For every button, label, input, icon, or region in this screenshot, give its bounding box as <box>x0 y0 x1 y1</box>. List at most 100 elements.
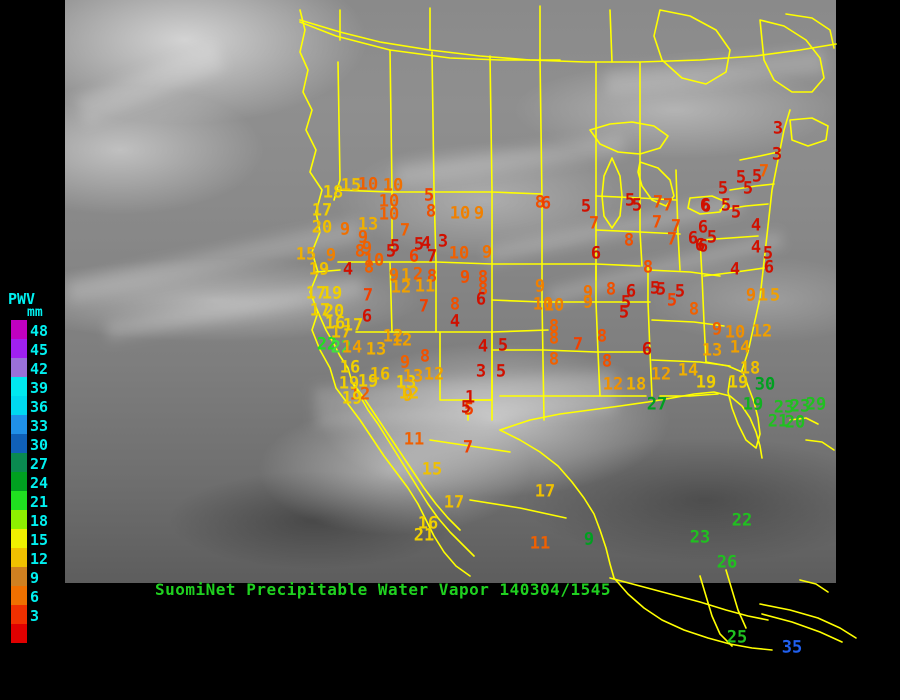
pwv-value-label: 5 <box>463 399 475 420</box>
colorbar-tick-label: 15 <box>30 531 49 549</box>
pwv-value-label: 21 <box>767 411 789 432</box>
pwv-value-label: 9 <box>582 282 594 303</box>
pwv-value-label: 13 <box>365 339 387 360</box>
pwv-value-label: 12 <box>398 383 420 404</box>
pwv-value-label: 3 <box>772 118 784 139</box>
pwv-value-label: 11 <box>403 429 425 450</box>
pwv-value-label: 19 <box>341 388 363 409</box>
pwv-value-label: 4 <box>750 237 762 258</box>
pwv-value-label: 8 <box>426 266 438 287</box>
pwv-value-label: 1 <box>400 265 412 286</box>
pwv-value-label: 10 <box>357 174 379 195</box>
pwv-value-label: 23 <box>773 397 795 418</box>
pwv-value-label: 22 <box>731 510 753 531</box>
coast-cuba-s <box>761 613 843 643</box>
pwv-value-label: 9 <box>402 385 414 406</box>
pwv-value-label: 12 <box>650 364 672 385</box>
pwv-value-label: 17 <box>330 322 352 343</box>
pwv-value-label: 14 <box>729 337 751 358</box>
colorbar-swatch <box>11 320 27 339</box>
pwv-value-label: 5 <box>423 185 435 206</box>
pwv-value-label: 7 <box>462 437 474 458</box>
pwv-value-label: 7 <box>670 216 682 237</box>
pwv-value-label: 29 <box>805 394 827 415</box>
pwv-value-label: 17 <box>309 300 331 321</box>
pwv-value-label: 12 <box>602 374 624 395</box>
colorbar-swatch <box>11 548 27 567</box>
pwv-value-label: 7 <box>426 246 438 267</box>
pwv-value-label: 9 <box>388 265 400 286</box>
pwv-value-label: 8 <box>688 299 700 320</box>
pwv-value-label: 5 <box>624 190 636 211</box>
pwv-value-label: 12 <box>751 321 773 342</box>
pwv-value-label: 8 <box>642 257 654 278</box>
pwv-value-label: 19 <box>742 394 764 415</box>
pwv-value-label: 5 <box>460 397 472 418</box>
colorbar-tick-label: 39 <box>30 379 49 397</box>
pwv-value-label: 12 <box>349 384 371 405</box>
pwv-value-label: 6 <box>590 243 602 264</box>
pwv-value-label: 5 <box>735 167 747 188</box>
pwv-value-label: 5 <box>666 290 678 311</box>
pwv-value-label: 17 <box>342 315 364 336</box>
pwv-value-label: 5 <box>655 279 667 300</box>
colorbar-tick-label: 21 <box>30 493 49 511</box>
pwv-value-label: 30 <box>754 374 776 395</box>
pwv-value-label: 20 <box>784 412 806 433</box>
pwv-value-label: 8 <box>623 230 635 251</box>
pwv-value-label: 17 <box>534 481 556 502</box>
colorbar-tick-label: 30 <box>30 436 49 454</box>
colorbar-tick-label: 6 <box>30 588 40 606</box>
pwv-value-label: 13 <box>357 214 379 235</box>
pwv-value-label: 8 <box>534 192 546 213</box>
pwv-value-label: 17 <box>443 492 465 513</box>
pwv-value-label: 19 <box>338 373 360 394</box>
pwv-value-label: 6 <box>697 236 709 257</box>
colorbar-swatch <box>11 339 27 358</box>
pwv-value-label: 7 <box>418 296 430 317</box>
pwv-value-label: 22 <box>316 334 338 355</box>
pwv-value-label: 5 <box>385 241 397 262</box>
pwv-value-label: 26 <box>716 552 738 573</box>
coast-cuba <box>759 603 857 639</box>
pwv-value-label: 22 <box>330 337 352 358</box>
colorbar-tick-label: 45 <box>30 341 49 359</box>
pwv-value-label: 6 <box>697 217 709 238</box>
colorbar-gradient-strip <box>11 320 27 643</box>
pwv-value-label: 8 <box>548 349 560 370</box>
colorbar-swatch <box>11 586 27 605</box>
pwv-value-label: 19 <box>321 283 343 304</box>
pwv-value-label: 19 <box>357 371 379 392</box>
pwv-value-label: 7 <box>651 212 663 233</box>
colorbar-swatch <box>11 415 27 434</box>
pwv-value-label: 12 <box>391 330 413 351</box>
pwv-value-label: 10 <box>363 250 385 271</box>
colorbar-tick-label: 48 <box>30 322 49 340</box>
pwv-value-label: 6 <box>540 193 552 214</box>
pwv-value-label: 13 <box>395 372 417 393</box>
colorbar-tick-label: 18 <box>30 512 49 530</box>
pwv-value-label: 5 <box>742 178 754 199</box>
colorbar-swatch <box>11 377 27 396</box>
pwv-value-label: 5 <box>620 292 632 313</box>
pwv-value-label: 13 <box>701 340 723 361</box>
pwv-value-label: 10 <box>382 175 404 196</box>
pwv-value-label: 8 <box>354 241 366 262</box>
colorbar-swatch <box>11 510 27 529</box>
pwv-value-label: 8 <box>449 294 461 315</box>
mexico-south-coast <box>609 577 769 621</box>
colorbar-title: PWV <box>8 290 36 308</box>
pwv-value-label: 1 <box>757 285 769 306</box>
pwv-value-label: 8 <box>477 267 489 288</box>
pwv-value-label: 8 <box>548 316 560 337</box>
colorbar-tick-label: 27 <box>30 455 49 473</box>
pwv-value-label: 5 <box>580 196 592 217</box>
pwv-value-label: 4 <box>750 215 762 236</box>
pwv-value-label: 6 <box>694 235 706 256</box>
pwv-value-label: 10 <box>724 322 746 343</box>
pwv-value-label: 9 <box>357 227 369 248</box>
pwv-value-label: 8 <box>548 328 560 349</box>
product-caption: SuomiNet Precipitable Water Vapor 140304… <box>155 580 611 599</box>
colorbar-swatch <box>11 567 27 586</box>
